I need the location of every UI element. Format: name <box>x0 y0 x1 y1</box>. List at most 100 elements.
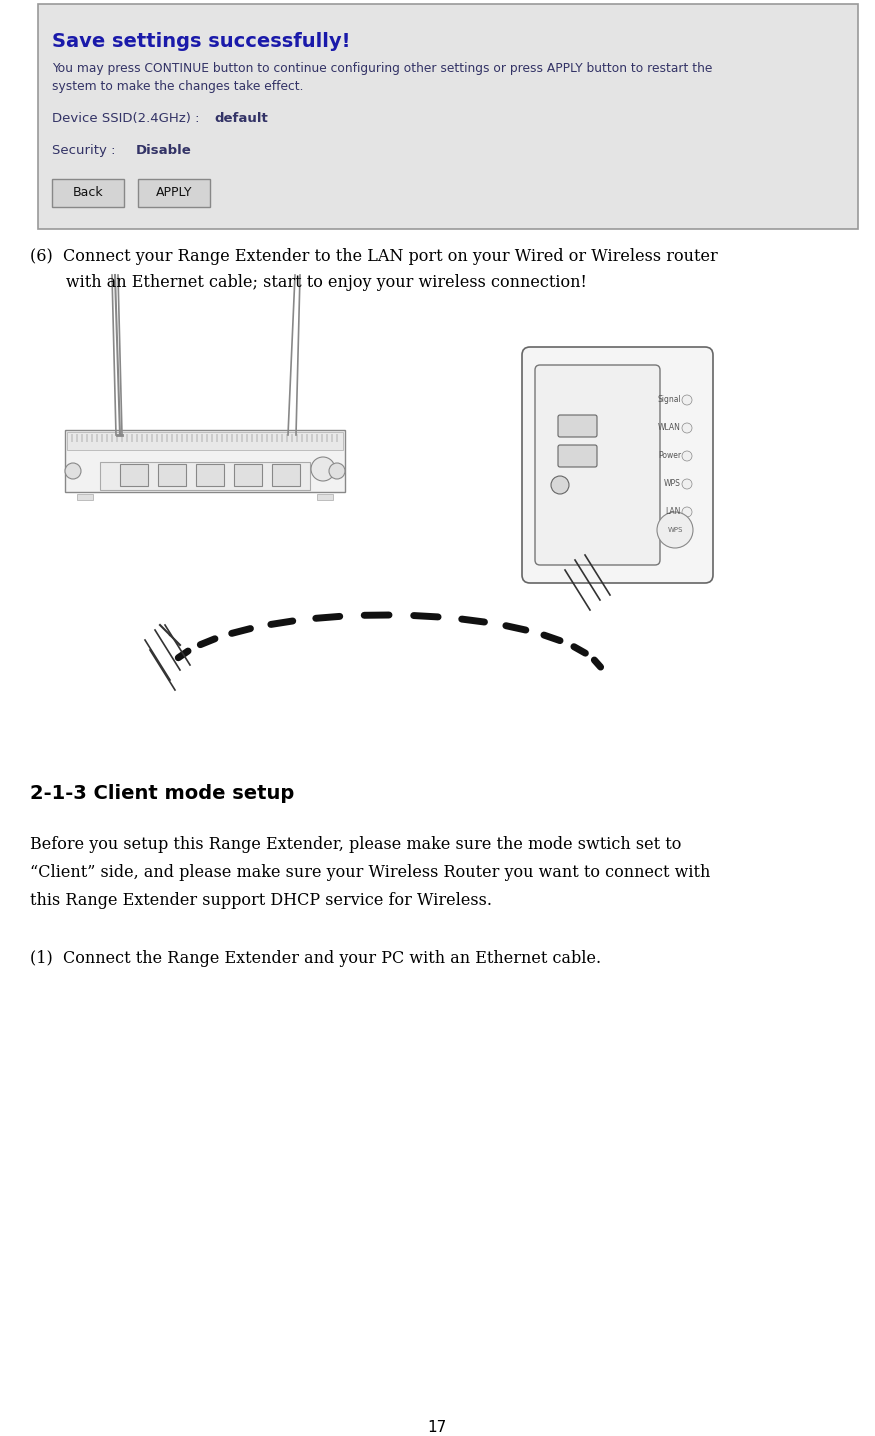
Text: WLAN: WLAN <box>658 424 681 432</box>
Bar <box>166 434 168 442</box>
Bar <box>326 434 328 442</box>
Bar <box>86 434 88 442</box>
Bar <box>81 434 83 442</box>
Bar <box>201 434 203 442</box>
Text: system to make the changes take effect.: system to make the changes take effect. <box>52 80 304 93</box>
Text: (6)  Connect your Range Extender to the LAN port on your Wired or Wireless route: (6) Connect your Range Extender to the L… <box>30 248 717 266</box>
Bar <box>151 434 153 442</box>
Bar <box>221 434 223 442</box>
Text: Signal: Signal <box>657 395 681 405</box>
Text: Device SSID(2.4GHz) :: Device SSID(2.4GHz) : <box>52 112 204 125</box>
Bar <box>126 434 128 442</box>
Bar <box>261 434 263 442</box>
Text: Power: Power <box>658 451 681 461</box>
Text: with an Ethernet cable; start to enjoy your wireless connection!: with an Ethernet cable; start to enjoy y… <box>30 274 587 292</box>
Bar <box>306 434 308 442</box>
Bar <box>96 434 98 442</box>
Bar <box>317 494 333 500</box>
Bar <box>311 434 313 442</box>
FancyBboxPatch shape <box>120 464 148 485</box>
Bar <box>246 434 248 442</box>
Bar <box>211 434 213 442</box>
Bar <box>76 434 78 442</box>
FancyBboxPatch shape <box>272 464 300 485</box>
Text: Save settings successfully!: Save settings successfully! <box>52 32 351 52</box>
Bar <box>101 434 103 442</box>
Bar <box>251 434 253 442</box>
FancyBboxPatch shape <box>522 348 713 583</box>
Bar <box>321 434 323 442</box>
Circle shape <box>682 395 692 405</box>
Circle shape <box>682 480 692 490</box>
Circle shape <box>682 507 692 517</box>
Bar <box>241 434 243 442</box>
Bar <box>266 434 268 442</box>
Bar <box>161 434 163 442</box>
Bar <box>116 434 118 442</box>
Bar <box>301 434 303 442</box>
Text: (1)  Connect the Range Extender and your PC with an Ethernet cable.: (1) Connect the Range Extender and your … <box>30 951 601 966</box>
Bar <box>236 434 238 442</box>
Bar <box>316 434 318 442</box>
Text: Back: Back <box>73 187 103 200</box>
FancyBboxPatch shape <box>196 464 224 485</box>
FancyBboxPatch shape <box>535 365 660 564</box>
Circle shape <box>311 457 335 481</box>
Bar <box>181 434 183 442</box>
Bar <box>91 434 93 442</box>
Text: WPS: WPS <box>668 527 682 533</box>
Bar <box>206 434 208 442</box>
Bar <box>77 494 93 500</box>
Text: 17: 17 <box>427 1420 446 1435</box>
FancyBboxPatch shape <box>65 429 345 493</box>
FancyBboxPatch shape <box>234 464 262 485</box>
Bar <box>106 434 108 442</box>
Circle shape <box>551 475 569 494</box>
Text: You may press CONTINUE button to continue configuring other settings or press AP: You may press CONTINUE button to continu… <box>52 62 712 75</box>
Bar <box>336 434 338 442</box>
Bar <box>146 434 148 442</box>
Bar <box>121 434 123 442</box>
Bar <box>331 434 333 442</box>
Bar <box>71 434 73 442</box>
FancyBboxPatch shape <box>558 415 597 437</box>
Bar <box>196 434 198 442</box>
FancyBboxPatch shape <box>558 445 597 467</box>
Text: LAN: LAN <box>666 507 681 517</box>
FancyBboxPatch shape <box>138 180 210 207</box>
Bar <box>67 432 343 449</box>
Bar <box>156 434 158 442</box>
FancyBboxPatch shape <box>38 4 858 228</box>
Bar <box>216 434 218 442</box>
Bar <box>256 434 258 442</box>
Bar <box>171 434 173 442</box>
Text: Before you setup this Range Extender, please make sure the mode swtich set to: Before you setup this Range Extender, pl… <box>30 836 682 853</box>
Bar <box>291 434 293 442</box>
Text: default: default <box>214 112 268 125</box>
FancyBboxPatch shape <box>52 180 124 207</box>
FancyBboxPatch shape <box>158 464 186 485</box>
Text: APPLY: APPLY <box>156 187 192 200</box>
Bar <box>111 434 113 442</box>
Text: this Range Extender support DHCP service for Wireless.: this Range Extender support DHCP service… <box>30 892 492 909</box>
Circle shape <box>682 424 692 434</box>
Bar <box>176 434 178 442</box>
Bar <box>131 434 133 442</box>
Bar <box>141 434 143 442</box>
Circle shape <box>65 462 81 480</box>
Text: Disable: Disable <box>136 144 192 157</box>
Bar <box>136 434 138 442</box>
Bar <box>296 434 298 442</box>
Text: Security :: Security : <box>52 144 120 157</box>
Bar <box>231 434 233 442</box>
Bar <box>100 462 310 490</box>
Circle shape <box>329 462 345 480</box>
Bar <box>226 434 228 442</box>
Bar <box>276 434 278 442</box>
Text: WPS: WPS <box>664 480 681 488</box>
Bar <box>191 434 193 442</box>
Text: 2-1-3 Client mode setup: 2-1-3 Client mode setup <box>30 784 294 803</box>
Bar <box>271 434 273 442</box>
Circle shape <box>657 513 693 549</box>
Bar <box>286 434 288 442</box>
